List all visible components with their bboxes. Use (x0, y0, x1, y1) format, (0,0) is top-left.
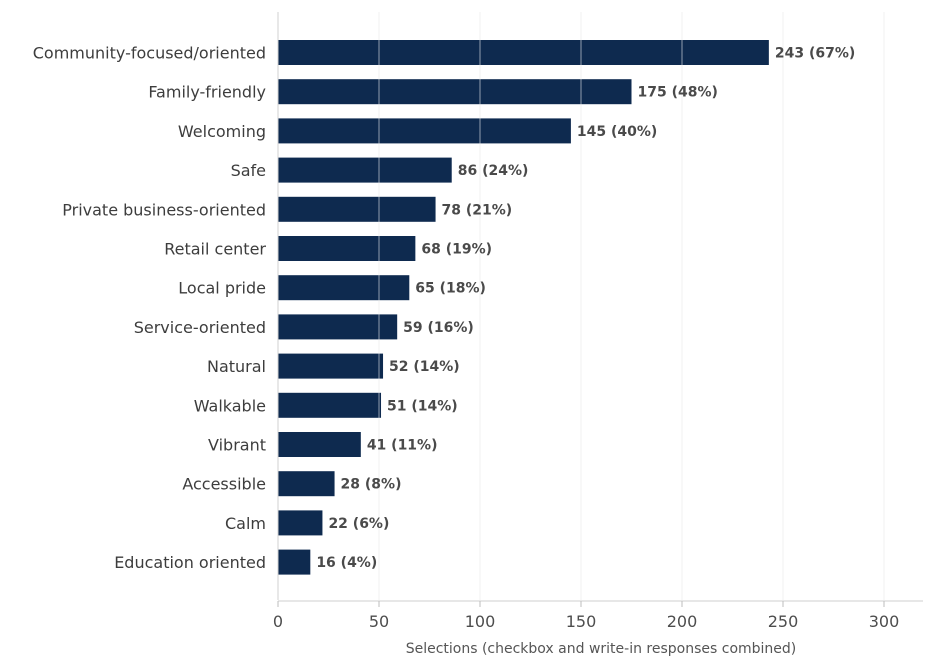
x-tick-label: 200 (667, 612, 698, 631)
category-label: Safe (231, 161, 266, 180)
gridlines-overlay (378, 12, 885, 600)
x-tick-label: 250 (768, 612, 799, 631)
category-label: Family-friendly (148, 83, 266, 102)
data-label: 175 (48%) (638, 85, 718, 101)
x-tick-label: 100 (465, 612, 496, 631)
category-label: Private business-oriented (62, 200, 266, 219)
data-label: 52 (14%) (389, 359, 460, 375)
bar-1 (278, 40, 769, 65)
data-label: 68 (19%) (421, 242, 492, 258)
bar-9 (278, 353, 384, 379)
category-label: Education oriented (114, 553, 266, 572)
bar-6 (278, 236, 416, 261)
bar-4 (278, 157, 452, 183)
x-axis-title: Selections (checkbox and write-in respon… (406, 641, 797, 657)
data-label: 65 (18%) (415, 281, 486, 297)
category-label: Community-focused/oriented (33, 44, 266, 63)
data-labels: 243 (67%) 175 (48%) 145 (40%) 86 (24%) 78 (2… (316, 46, 855, 572)
category-label: Vibrant (208, 436, 266, 455)
category-labels: Community-focused/oriented Family-friendl… (33, 44, 267, 573)
bar-12 (278, 471, 335, 497)
bar-5 (278, 196, 436, 222)
data-label: 86 (24%) (458, 163, 529, 179)
data-label: 59 (16%) (403, 320, 474, 336)
x-tick-label: 150 (566, 612, 597, 631)
bar-8 (278, 314, 398, 340)
bar-3 (278, 118, 571, 144)
data-label: 78 (21%) (442, 202, 513, 218)
category-label: Accessible (182, 475, 266, 494)
category-label: Natural (207, 357, 266, 376)
bars (278, 40, 769, 575)
bar-11 (278, 432, 361, 457)
data-label: 16 (4%) (316, 555, 377, 571)
category-label: Walkable (194, 396, 266, 415)
data-label: 28 (8%) (341, 477, 402, 493)
data-label: 145 (40%) (577, 124, 657, 140)
data-label: 51 (14%) (387, 398, 458, 414)
x-tick-label: 0 (273, 612, 283, 631)
bar-10 (278, 392, 382, 418)
bar-7 (278, 275, 410, 301)
category-label: Service-oriented (134, 318, 266, 337)
bar-2 (278, 79, 632, 105)
x-tick-label: 50 (369, 612, 389, 631)
category-label: Local pride (178, 279, 266, 298)
x-axis: 0 50 100 150 200 250 300 (273, 12, 923, 631)
data-label: 41 (11%) (367, 438, 438, 454)
bar-14 (278, 549, 311, 575)
bar-13 (278, 510, 323, 536)
category-label: Welcoming (178, 122, 266, 141)
data-label: 22 (6%) (328, 516, 389, 532)
category-label: Retail center (164, 240, 266, 259)
data-label: 243 (67%) (775, 46, 855, 62)
category-label: Calm (225, 514, 266, 533)
x-tick-label: 300 (869, 612, 900, 631)
